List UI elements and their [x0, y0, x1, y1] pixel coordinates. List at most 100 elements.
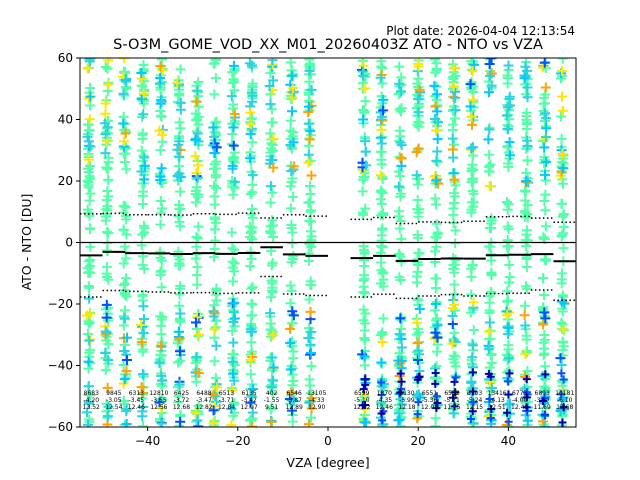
scatter-point — [519, 185, 530, 196]
bin-annotations: 8683-4.2013.529845-3.0512.546313-3.4512.… — [83, 390, 575, 411]
scatter-point — [85, 173, 96, 184]
scatter-point — [285, 338, 296, 349]
scatter-point — [247, 384, 258, 395]
scatter-point — [502, 78, 513, 89]
scatter-point — [447, 133, 458, 144]
scatter-point — [450, 238, 461, 249]
scatter-point — [103, 401, 114, 412]
scatter-point — [431, 232, 442, 243]
scatter-point — [155, 145, 166, 156]
scatter-point — [432, 332, 443, 343]
scatter-point — [121, 164, 132, 175]
scatter-point — [266, 292, 277, 303]
scatter-point — [288, 376, 299, 387]
scatter-point — [209, 324, 220, 335]
scatter-point — [450, 225, 461, 236]
scatter-point — [228, 140, 239, 151]
scatter-point — [194, 329, 205, 340]
bin-annotation: 12.49 — [511, 404, 528, 411]
scatter-point — [466, 64, 477, 75]
y-tick-label: 20 — [58, 174, 73, 188]
scatter-point — [192, 172, 203, 183]
scatter-point — [306, 170, 317, 181]
scatter-point — [468, 150, 479, 161]
scatter-point — [266, 104, 277, 115]
scatter-point — [396, 399, 407, 410]
scatter-point — [376, 58, 387, 67]
scatter-point — [246, 253, 257, 264]
scatter-point — [247, 326, 258, 337]
scatter-point — [411, 329, 422, 340]
scatter-point — [227, 78, 238, 89]
scatter-point — [540, 205, 551, 216]
scatter-point — [411, 271, 422, 282]
scatter-point — [502, 142, 513, 153]
scatter-point — [174, 346, 185, 357]
scatter-point — [303, 118, 314, 129]
scatter-point — [286, 257, 297, 268]
scatter-point — [119, 374, 130, 385]
scatter-point — [264, 81, 275, 92]
scatter-point — [211, 116, 222, 127]
scatter-point — [520, 320, 531, 331]
scatter-point — [468, 324, 479, 335]
scatter-point — [156, 329, 167, 340]
scatter-point — [156, 370, 167, 381]
scatter-point — [468, 176, 479, 187]
scatter-point — [377, 337, 388, 348]
scatter-point — [265, 154, 276, 165]
scatter-point — [85, 241, 96, 252]
bin-annotation: -4.35 — [377, 397, 393, 404]
scatter-point — [209, 356, 220, 367]
scatter-point — [519, 310, 530, 321]
scatter-point — [226, 227, 237, 238]
scatter-point — [228, 122, 239, 133]
scatter-point — [103, 79, 114, 90]
scatter-point — [211, 183, 222, 194]
scatter-point — [503, 322, 514, 333]
scatter-point — [193, 76, 204, 87]
bin-annotation: 12.84 — [218, 404, 235, 411]
scatter-point — [502, 123, 513, 134]
x-tick-label: 20 — [411, 434, 426, 448]
scatter-point — [485, 159, 496, 170]
scatter-point — [430, 114, 441, 125]
scatter-point — [559, 375, 568, 384]
scatter-point — [156, 163, 167, 174]
scatter-point — [504, 91, 515, 102]
scatter-point — [209, 148, 220, 159]
scatter-point — [484, 291, 495, 302]
bin-annotation: -4.13 — [489, 397, 505, 404]
scatter-point — [359, 245, 370, 256]
scatter-point — [100, 365, 111, 376]
scatter-point — [358, 209, 369, 220]
scatter-point — [288, 83, 299, 94]
scatter-point — [539, 289, 550, 300]
scatter-point — [303, 256, 314, 267]
x-axis-label: VZA [degree] — [286, 455, 369, 470]
scatter-point — [360, 334, 371, 345]
scatter-point — [430, 282, 441, 293]
scatter-point — [173, 397, 184, 408]
scatter-point — [193, 101, 204, 112]
scatter-point — [485, 70, 496, 81]
scatter-point — [208, 389, 219, 400]
scatter-point — [394, 348, 405, 359]
scatter-point — [466, 271, 477, 282]
scatter-point — [175, 64, 186, 75]
scatter-point — [522, 200, 533, 211]
scatter-point — [375, 72, 386, 83]
scatter-point — [449, 299, 460, 310]
scatter-point — [377, 111, 388, 122]
scatter-point — [394, 211, 405, 222]
scatter-point — [305, 125, 316, 136]
scatter-point — [466, 207, 477, 218]
scatter-point — [519, 300, 530, 311]
scatter-point — [156, 255, 167, 266]
scatter-point — [174, 136, 185, 147]
bin-annotation: 11.75 — [443, 404, 460, 411]
scatter-point — [287, 106, 298, 117]
bin-annotation: 12810 — [149, 390, 168, 397]
scatter-point — [484, 87, 495, 98]
scatter-point — [539, 142, 550, 153]
